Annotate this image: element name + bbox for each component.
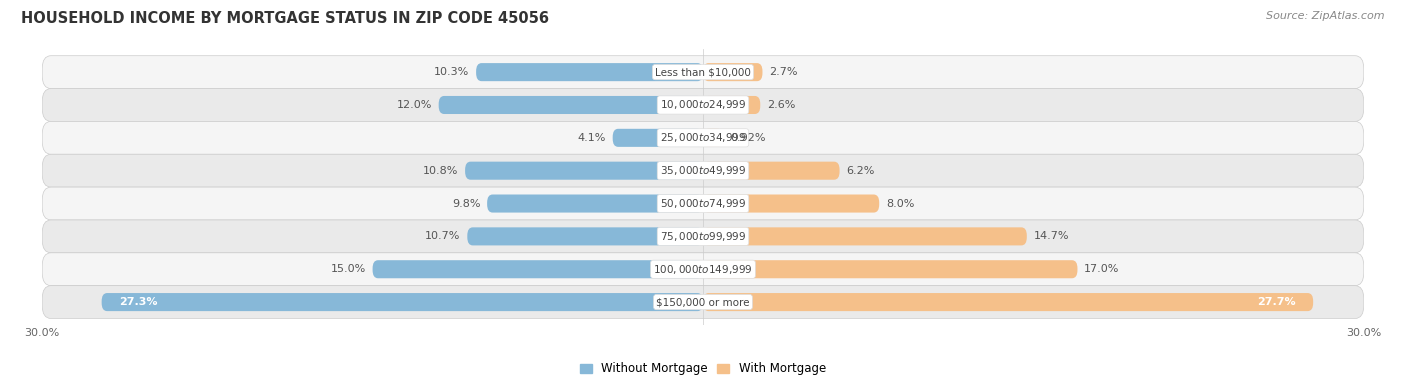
FancyBboxPatch shape [42, 187, 1364, 220]
Text: 10.3%: 10.3% [434, 67, 470, 77]
Text: 10.8%: 10.8% [423, 166, 458, 176]
Text: Source: ZipAtlas.com: Source: ZipAtlas.com [1267, 11, 1385, 21]
Text: $35,000 to $49,999: $35,000 to $49,999 [659, 164, 747, 177]
Text: 2.7%: 2.7% [769, 67, 797, 77]
Text: 6.2%: 6.2% [846, 166, 875, 176]
FancyBboxPatch shape [42, 121, 1364, 154]
FancyBboxPatch shape [703, 96, 761, 114]
FancyBboxPatch shape [703, 129, 723, 147]
Text: 27.3%: 27.3% [120, 297, 157, 307]
FancyBboxPatch shape [703, 195, 879, 212]
FancyBboxPatch shape [42, 220, 1364, 253]
FancyBboxPatch shape [465, 162, 703, 180]
Text: 8.0%: 8.0% [886, 198, 914, 209]
Text: $50,000 to $74,999: $50,000 to $74,999 [659, 197, 747, 210]
Text: 17.0%: 17.0% [1084, 264, 1119, 274]
FancyBboxPatch shape [486, 195, 703, 212]
Text: 12.0%: 12.0% [396, 100, 432, 110]
FancyBboxPatch shape [101, 293, 703, 311]
FancyBboxPatch shape [439, 96, 703, 114]
Text: 14.7%: 14.7% [1033, 231, 1069, 242]
FancyBboxPatch shape [42, 56, 1364, 88]
Text: 2.6%: 2.6% [766, 100, 796, 110]
FancyBboxPatch shape [42, 253, 1364, 286]
Legend: Without Mortgage, With Mortgage: Without Mortgage, With Mortgage [575, 358, 831, 378]
FancyBboxPatch shape [703, 293, 1313, 311]
FancyBboxPatch shape [703, 162, 839, 180]
FancyBboxPatch shape [613, 129, 703, 147]
Text: $150,000 or more: $150,000 or more [657, 297, 749, 307]
Text: 27.7%: 27.7% [1257, 297, 1295, 307]
Text: 4.1%: 4.1% [578, 133, 606, 143]
Text: $25,000 to $34,999: $25,000 to $34,999 [659, 131, 747, 144]
Text: Less than $10,000: Less than $10,000 [655, 67, 751, 77]
FancyBboxPatch shape [42, 286, 1364, 319]
Text: $10,000 to $24,999: $10,000 to $24,999 [659, 99, 747, 112]
Text: 15.0%: 15.0% [330, 264, 366, 274]
Text: $75,000 to $99,999: $75,000 to $99,999 [659, 230, 747, 243]
FancyBboxPatch shape [373, 260, 703, 278]
FancyBboxPatch shape [467, 227, 703, 245]
FancyBboxPatch shape [703, 63, 762, 81]
FancyBboxPatch shape [703, 260, 1077, 278]
FancyBboxPatch shape [703, 227, 1026, 245]
Text: 0.92%: 0.92% [730, 133, 765, 143]
Text: $100,000 to $149,999: $100,000 to $149,999 [654, 263, 752, 276]
FancyBboxPatch shape [42, 88, 1364, 121]
FancyBboxPatch shape [42, 154, 1364, 187]
FancyBboxPatch shape [477, 63, 703, 81]
Text: 10.7%: 10.7% [426, 231, 461, 242]
Text: 9.8%: 9.8% [451, 198, 481, 209]
Text: HOUSEHOLD INCOME BY MORTGAGE STATUS IN ZIP CODE 45056: HOUSEHOLD INCOME BY MORTGAGE STATUS IN Z… [21, 11, 550, 26]
